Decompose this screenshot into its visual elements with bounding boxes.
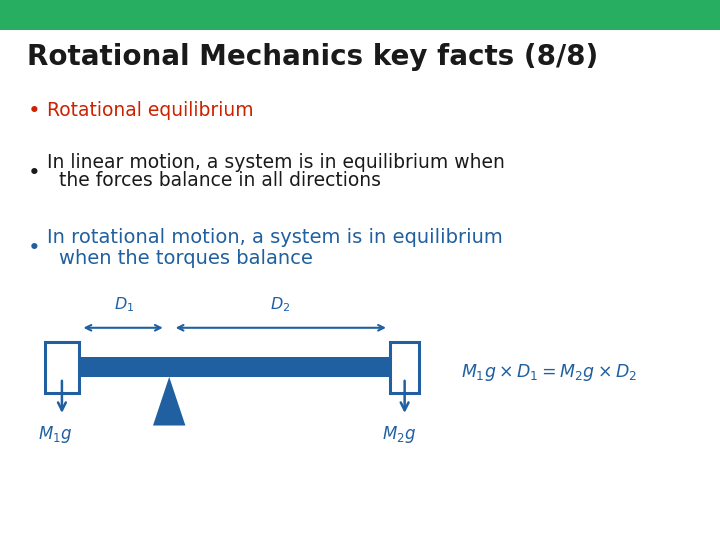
Text: $D_2$: $D_2$ (269, 295, 290, 314)
Bar (45, 341, 79, 393)
Text: In rotational motion, a system is in equilibrium: In rotational motion, a system is in equ… (47, 228, 503, 247)
Text: Rotational equilibrium: Rotational equilibrium (47, 101, 253, 120)
Text: •: • (27, 163, 40, 183)
Bar (52, 357, 410, 377)
Text: In linear motion, a system is in equilibrium when: In linear motion, a system is in equilib… (47, 152, 505, 172)
Text: $M_2 g$: $M_2 g$ (382, 424, 416, 445)
Bar (390, 341, 419, 393)
Text: the forces balance in all directions: the forces balance in all directions (59, 171, 381, 191)
Bar (0, 0, 720, 30)
Text: when the torques balance: when the torques balance (59, 248, 313, 268)
Text: $M_1 g \times D_1 = M_2 g \times D_2$: $M_1 g \times D_1 = M_2 g \times D_2$ (461, 362, 636, 383)
Text: Rotational Mechanics key facts (8/8): Rotational Mechanics key facts (8/8) (27, 43, 598, 71)
Text: $M_1 g$: $M_1 g$ (37, 424, 72, 445)
Polygon shape (153, 377, 186, 426)
Text: $D_1$: $D_1$ (114, 295, 135, 314)
Text: •: • (27, 100, 40, 121)
Text: •: • (27, 238, 40, 259)
